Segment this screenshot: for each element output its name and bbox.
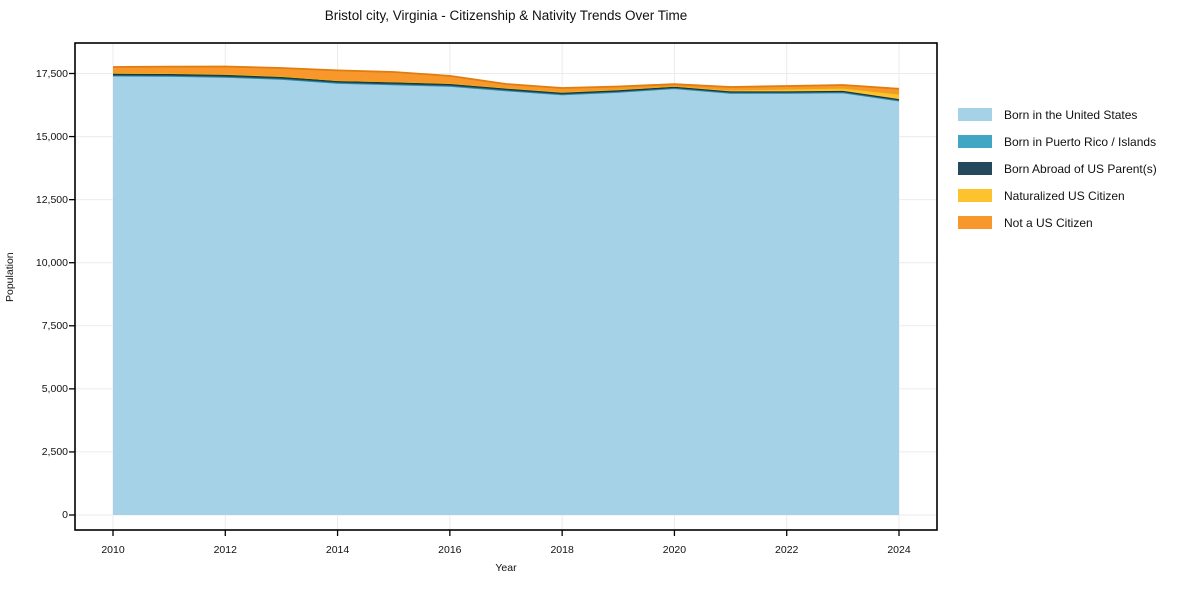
area-born-in-the-united-states [113,75,899,515]
plot-border [74,42,938,531]
x-axis-label: Year [495,562,517,574]
legend: Born in the United States Born in Puerto … [952,101,1187,236]
legend-label: Not a US Citizen [1004,215,1093,230]
legend-item-naturalized-us-citizen: Naturalized US Citizen [952,182,1187,209]
y-tick-label: 5,000 [41,382,68,395]
x-tick-label: 2018 [550,544,574,556]
x-tick-label: 2012 [213,544,237,556]
x-tick-label: 2024 [887,544,911,556]
legend-swatch-icon [958,162,992,175]
legend-item-born-abroad-of-us-parent-s: Born Abroad of US Parent(s) [952,155,1187,182]
chart-title: Bristol city, Virginia - Citizenship & N… [324,8,688,23]
legend-swatch-icon [958,135,992,148]
y-axis-label: Population [4,252,16,302]
x-tick-label: 2022 [775,544,799,556]
legend-label: Born in the United States [1004,107,1138,122]
area-born-abroad-of-us-parent-s [113,73,899,101]
legend-item-born-in-the-united-states: Born in the United States [952,101,1187,128]
legend-swatch-icon [958,189,992,202]
y-tick-label: 7,500 [41,319,68,332]
x-tick-label: 2016 [438,544,462,556]
legend-swatch-icon [958,216,992,229]
y-tick-label: 10,000 [35,256,68,269]
legend-label: Born Abroad of US Parent(s) [1004,161,1157,176]
y-tick-label: 17,500 [35,67,68,80]
x-tick-label: 2010 [101,544,125,556]
area-not-a-us-citizen [113,66,899,94]
y-tick-label: 2,500 [41,445,68,458]
legend-label: Born in Puerto Rico / Islands [1004,134,1157,149]
x-tick-label: 2014 [325,544,350,556]
x-tick-label: 2020 [662,544,687,556]
y-tick-label: 15,000 [35,130,68,143]
legend-label: Naturalized US Citizen [1004,188,1125,203]
legend-item-born-in-puerto-rico-islands: Born in Puerto Rico / Islands [952,128,1187,155]
legend-swatch-icon [958,108,992,121]
edge-not-a-us-citizen [112,65,900,90]
tick-marks [69,72,900,536]
y-tick-label: 0 [62,509,68,521]
stacked-areas [112,65,900,515]
legend-item-not-a-us-citizen: Not a US Citizen [952,209,1187,236]
y-tick-label: 12,500 [35,193,68,206]
